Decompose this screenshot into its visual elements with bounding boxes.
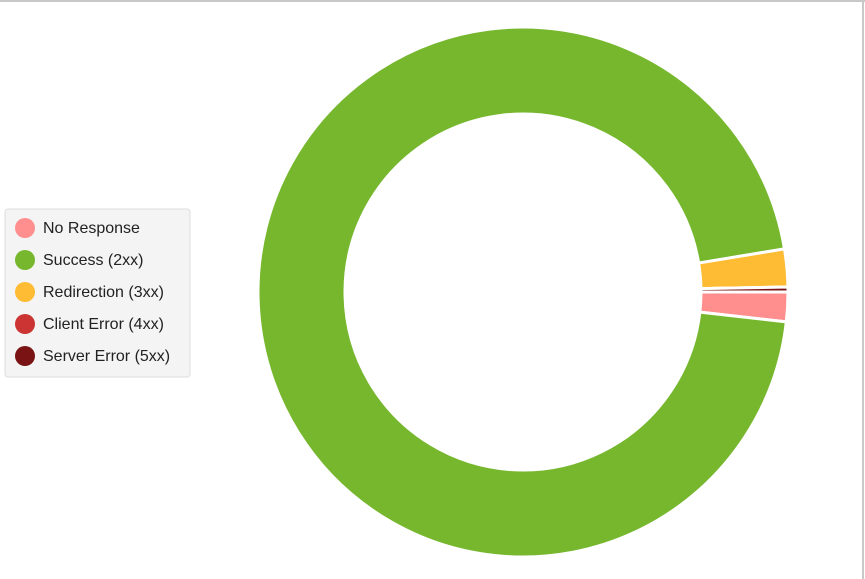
legend-label: Redirection (3xx) <box>43 284 164 301</box>
legend-swatch <box>15 218 35 238</box>
legend-swatch <box>15 346 35 366</box>
legend-swatch <box>15 250 35 270</box>
legend-swatch <box>15 314 35 334</box>
donut-slice <box>256 25 788 559</box>
legend-label: Client Error (4xx) <box>43 316 164 333</box>
legend-swatch <box>15 282 35 302</box>
legend-label: Success (2xx) <box>43 252 143 269</box>
legend-label: No Response <box>43 220 140 237</box>
legend-label: Server Error (5xx) <box>43 348 170 365</box>
legend-box <box>4 208 191 378</box>
donut-slice <box>699 285 790 294</box>
